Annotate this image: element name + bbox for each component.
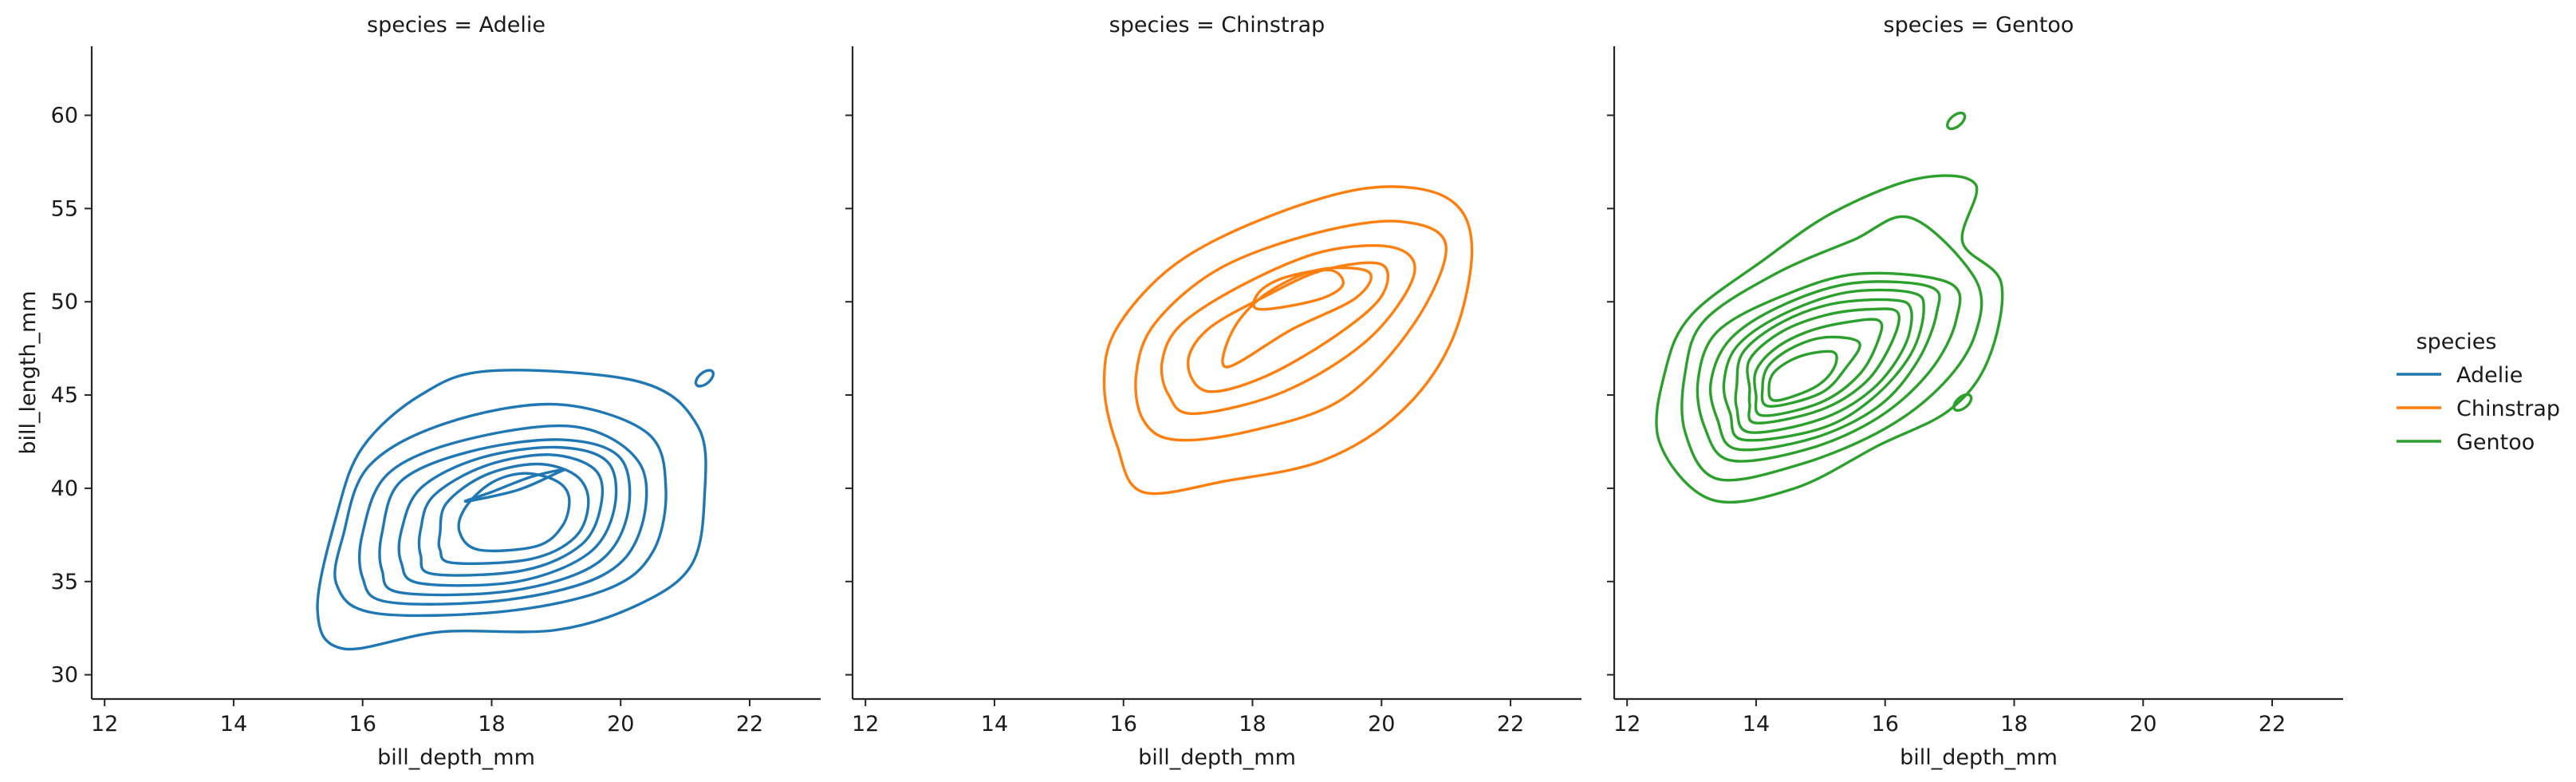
density-contour-level-8 <box>457 472 571 552</box>
y-tick-label: 30 <box>51 663 78 688</box>
x-axis-label: bill_depth_mm <box>1138 745 1296 770</box>
density-contour-island <box>694 369 715 388</box>
x-tick-label: 16 <box>349 712 376 737</box>
density-contour-level-4 <box>1186 261 1390 393</box>
facet-panel-adelie: species = Adelie 12 14 16 18 20 22 30 35 40 45 50 55… <box>16 13 821 770</box>
x-tick-label: 22 <box>736 712 763 737</box>
density-contour-level-1 <box>316 369 707 651</box>
x-tick-label: 16 <box>1872 712 1899 737</box>
x-tick-label: 20 <box>607 712 634 737</box>
x-tick-label: 22 <box>1497 712 1524 737</box>
legend: species Adelie Chinstrap Gentoo <box>2397 330 2560 455</box>
legend-label-chinstrap: Chinstrap <box>2456 397 2560 421</box>
x-axis-label: bill_depth_mm <box>1900 745 2058 770</box>
density-contour-level-10 <box>1767 350 1838 402</box>
density-contour-level-2 <box>1134 219 1448 442</box>
density-contour-level-6 <box>1734 298 1913 434</box>
x-tick-label: 16 <box>1110 712 1137 737</box>
facet-title: species = Adelie <box>367 13 546 38</box>
x-tick-label: 12 <box>852 712 879 737</box>
legend-label-gentoo: Gentoo <box>2456 430 2535 455</box>
y-tick-label: 50 <box>51 290 78 314</box>
panels-layer: species = Adelie 12 14 16 18 20 22 30 35 40 45 50 55… <box>16 13 2343 770</box>
density-contour-level-4 <box>378 438 632 597</box>
density-contour-level-7 <box>437 462 590 565</box>
density-contour-level-5 <box>1221 266 1373 369</box>
facet-title: species = Chinstrap <box>1109 13 1325 38</box>
legend-label-adelie: Adelie <box>2456 363 2523 388</box>
density-contour-level-8 <box>1753 318 1884 417</box>
density-contour-level-2 <box>333 402 668 618</box>
density-contour-level-3 <box>1696 271 1962 463</box>
legend-title: species <box>2416 330 2497 354</box>
density-contour-level-3 <box>357 424 648 606</box>
density-contour-level-6 <box>1252 268 1345 311</box>
density-contour-level-4 <box>1708 280 1941 452</box>
facet-panel-chinstrap: species = Chinstrap 12 14 16 18 20 22 bill_dept… <box>845 13 1581 770</box>
facet-panel-gentoo: species = Gentoo 12 14 16 18 20 22 bill_depth_m… <box>1607 13 2343 770</box>
y-axis-label: bill_length_mm <box>16 290 41 454</box>
density-contour-level-5 <box>1722 288 1925 442</box>
y-tick-label: 55 <box>51 196 78 221</box>
x-tick-label: 18 <box>2000 712 2027 737</box>
x-tick-label: 18 <box>478 712 505 737</box>
y-tick-label: 45 <box>51 383 78 408</box>
density-contour-level-1 <box>1102 185 1474 496</box>
y-tick-label: 60 <box>51 103 78 128</box>
density-contour-level-6 <box>417 453 605 577</box>
x-tick-label: 14 <box>981 712 1008 737</box>
x-axis-label: bill_depth_mm <box>377 745 535 770</box>
density-contour-level-3 <box>1160 244 1416 416</box>
y-tick-label: 40 <box>51 476 78 501</box>
density-contour-level-9 <box>463 468 566 503</box>
density-contour-level-2 <box>1680 215 1983 482</box>
density-contour-level-7 <box>1746 307 1900 425</box>
x-tick-label: 12 <box>1613 712 1641 737</box>
x-tick-label: 18 <box>1239 712 1266 737</box>
density-contour-level-5 <box>397 445 618 587</box>
x-tick-label: 14 <box>1743 712 1770 737</box>
x-tick-label: 12 <box>91 712 118 737</box>
facet-title: species = Gentoo <box>1884 13 2074 38</box>
x-tick-label: 22 <box>2259 712 2286 737</box>
x-tick-label: 20 <box>1368 712 1395 737</box>
density-contour-island <box>1946 111 1967 131</box>
density-contour-island <box>1952 393 1973 413</box>
x-tick-label: 20 <box>2129 712 2157 737</box>
y-tick-label: 35 <box>51 570 78 594</box>
density-contour-level-9 <box>1760 335 1861 408</box>
density-contour-level-1 <box>1655 174 2004 504</box>
x-tick-label: 14 <box>220 712 247 737</box>
